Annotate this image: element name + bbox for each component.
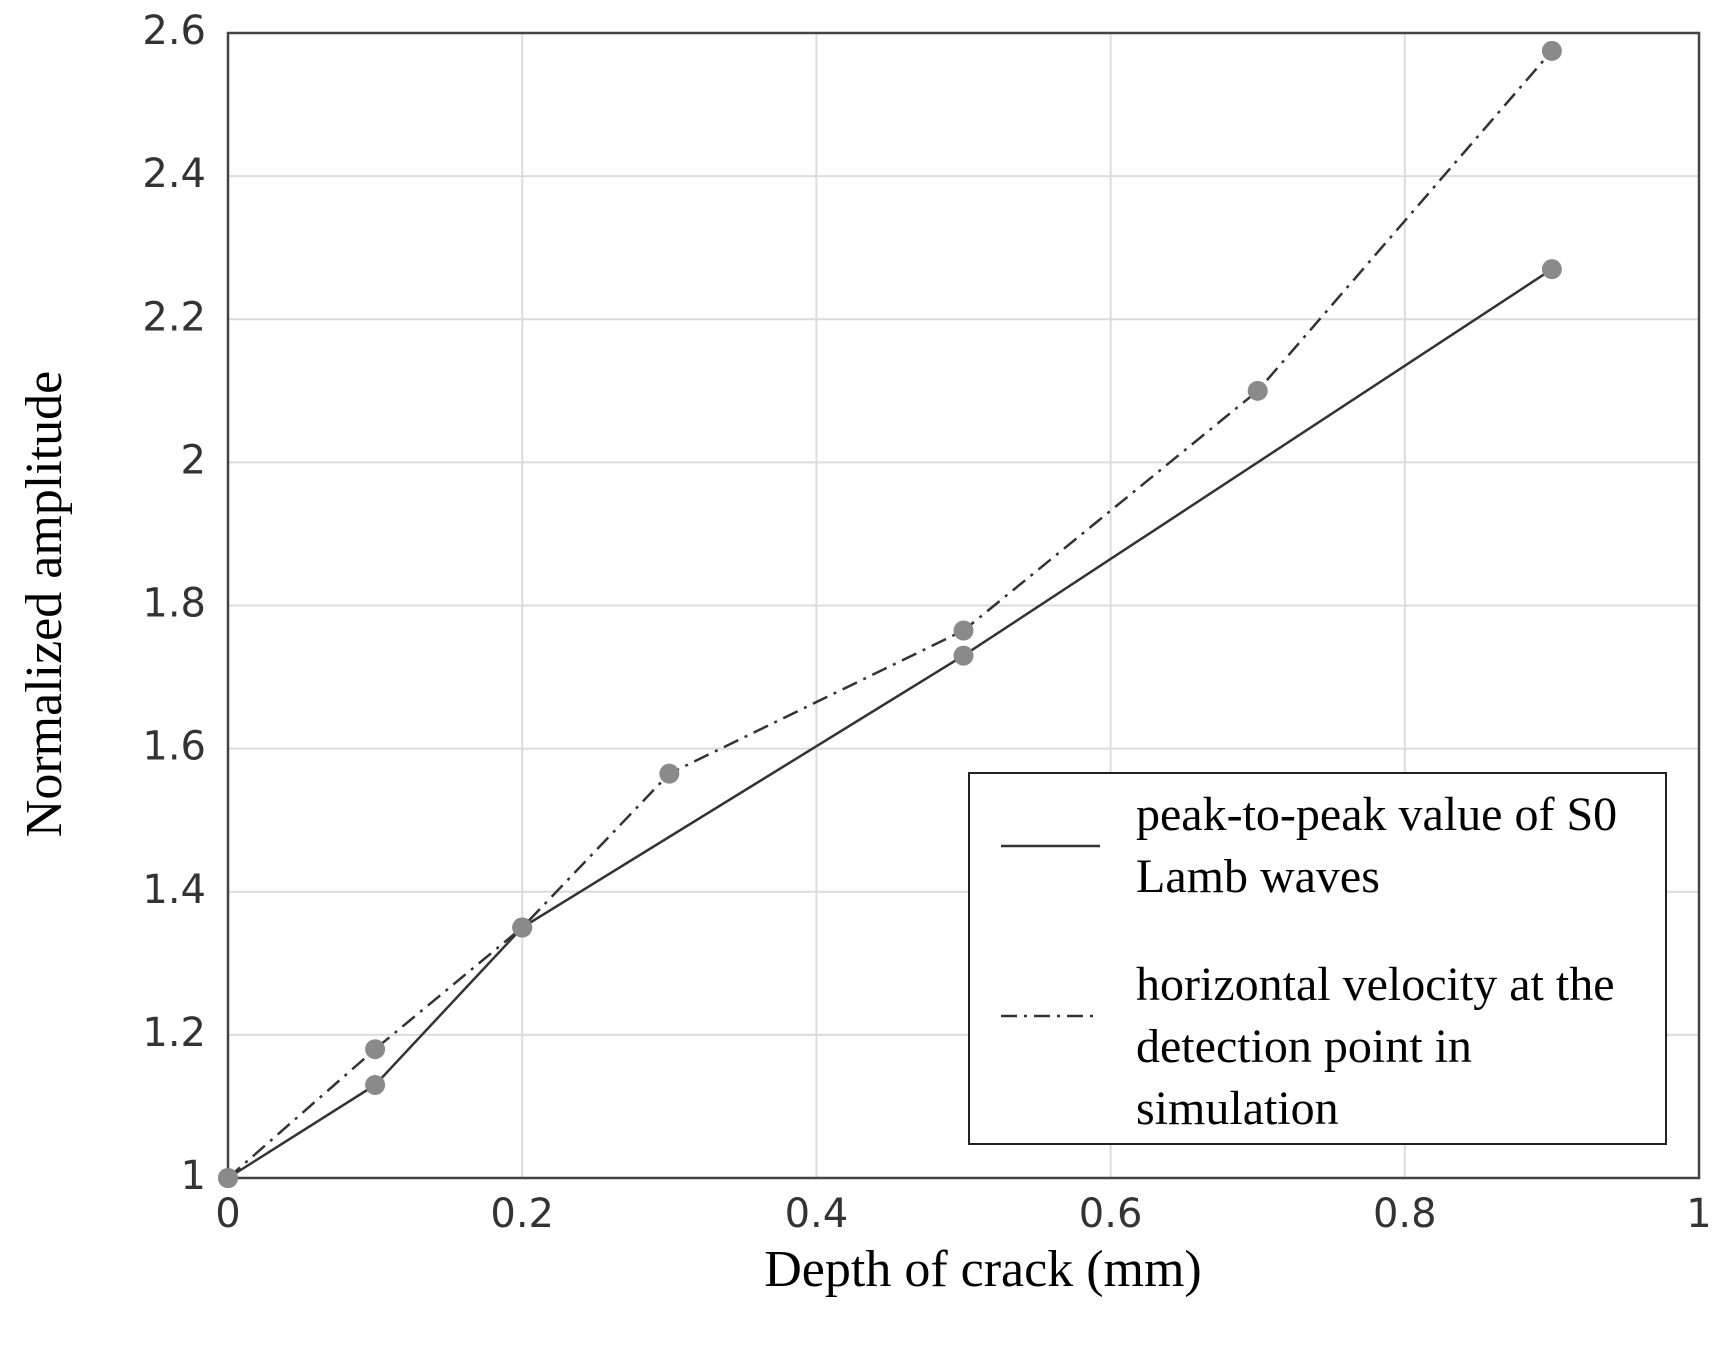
y-tick-label: 1	[181, 1153, 206, 1199]
y-axis-label: Normalized amplitude	[16, 371, 73, 837]
y-tick-label: 2.4	[142, 151, 206, 197]
plot-frame	[226, 31, 1701, 1180]
y-tick-label: 1.4	[142, 867, 206, 913]
data-point	[1247, 380, 1268, 401]
data-point	[659, 763, 680, 784]
x-tick-label: 0.6	[1079, 1191, 1143, 1237]
x-tick-label: 0	[215, 1191, 240, 1237]
y-tick-label: 1.2	[142, 1010, 206, 1056]
x-tick-label: 0.8	[1373, 1191, 1437, 1237]
data-point	[953, 645, 974, 666]
data-point	[218, 1168, 238, 1188]
x-axis-label: Depth of crack (mm)	[764, 1241, 1201, 1298]
data-point	[365, 1039, 386, 1060]
data-point	[1541, 259, 1562, 280]
legend-label: horizontal velocity at the detection poi…	[1136, 958, 1615, 1135]
legend: peak-to-peak value of S0 Lamb waves horiz…	[968, 772, 1667, 1145]
x-tick-label: 0.4	[785, 1191, 849, 1237]
y-tick-label: 2.2	[142, 294, 206, 340]
legend-samples	[1001, 844, 1100, 1018]
y-tick-label: 1.8	[142, 581, 206, 627]
data-point	[1541, 40, 1562, 61]
x-tick-label: 1	[1686, 1191, 1711, 1237]
y-tick-label: 2.6	[142, 8, 206, 54]
legend-label: peak-to-peak value of S0 Lamb waves	[1136, 788, 1618, 903]
data-point	[953, 620, 974, 641]
y-tick-label: 2	[181, 437, 206, 483]
data-point	[365, 1074, 386, 1095]
data-point	[512, 917, 533, 938]
y-tick-label: 1.6	[142, 724, 206, 770]
x-tick-label: 0.2	[490, 1191, 554, 1237]
